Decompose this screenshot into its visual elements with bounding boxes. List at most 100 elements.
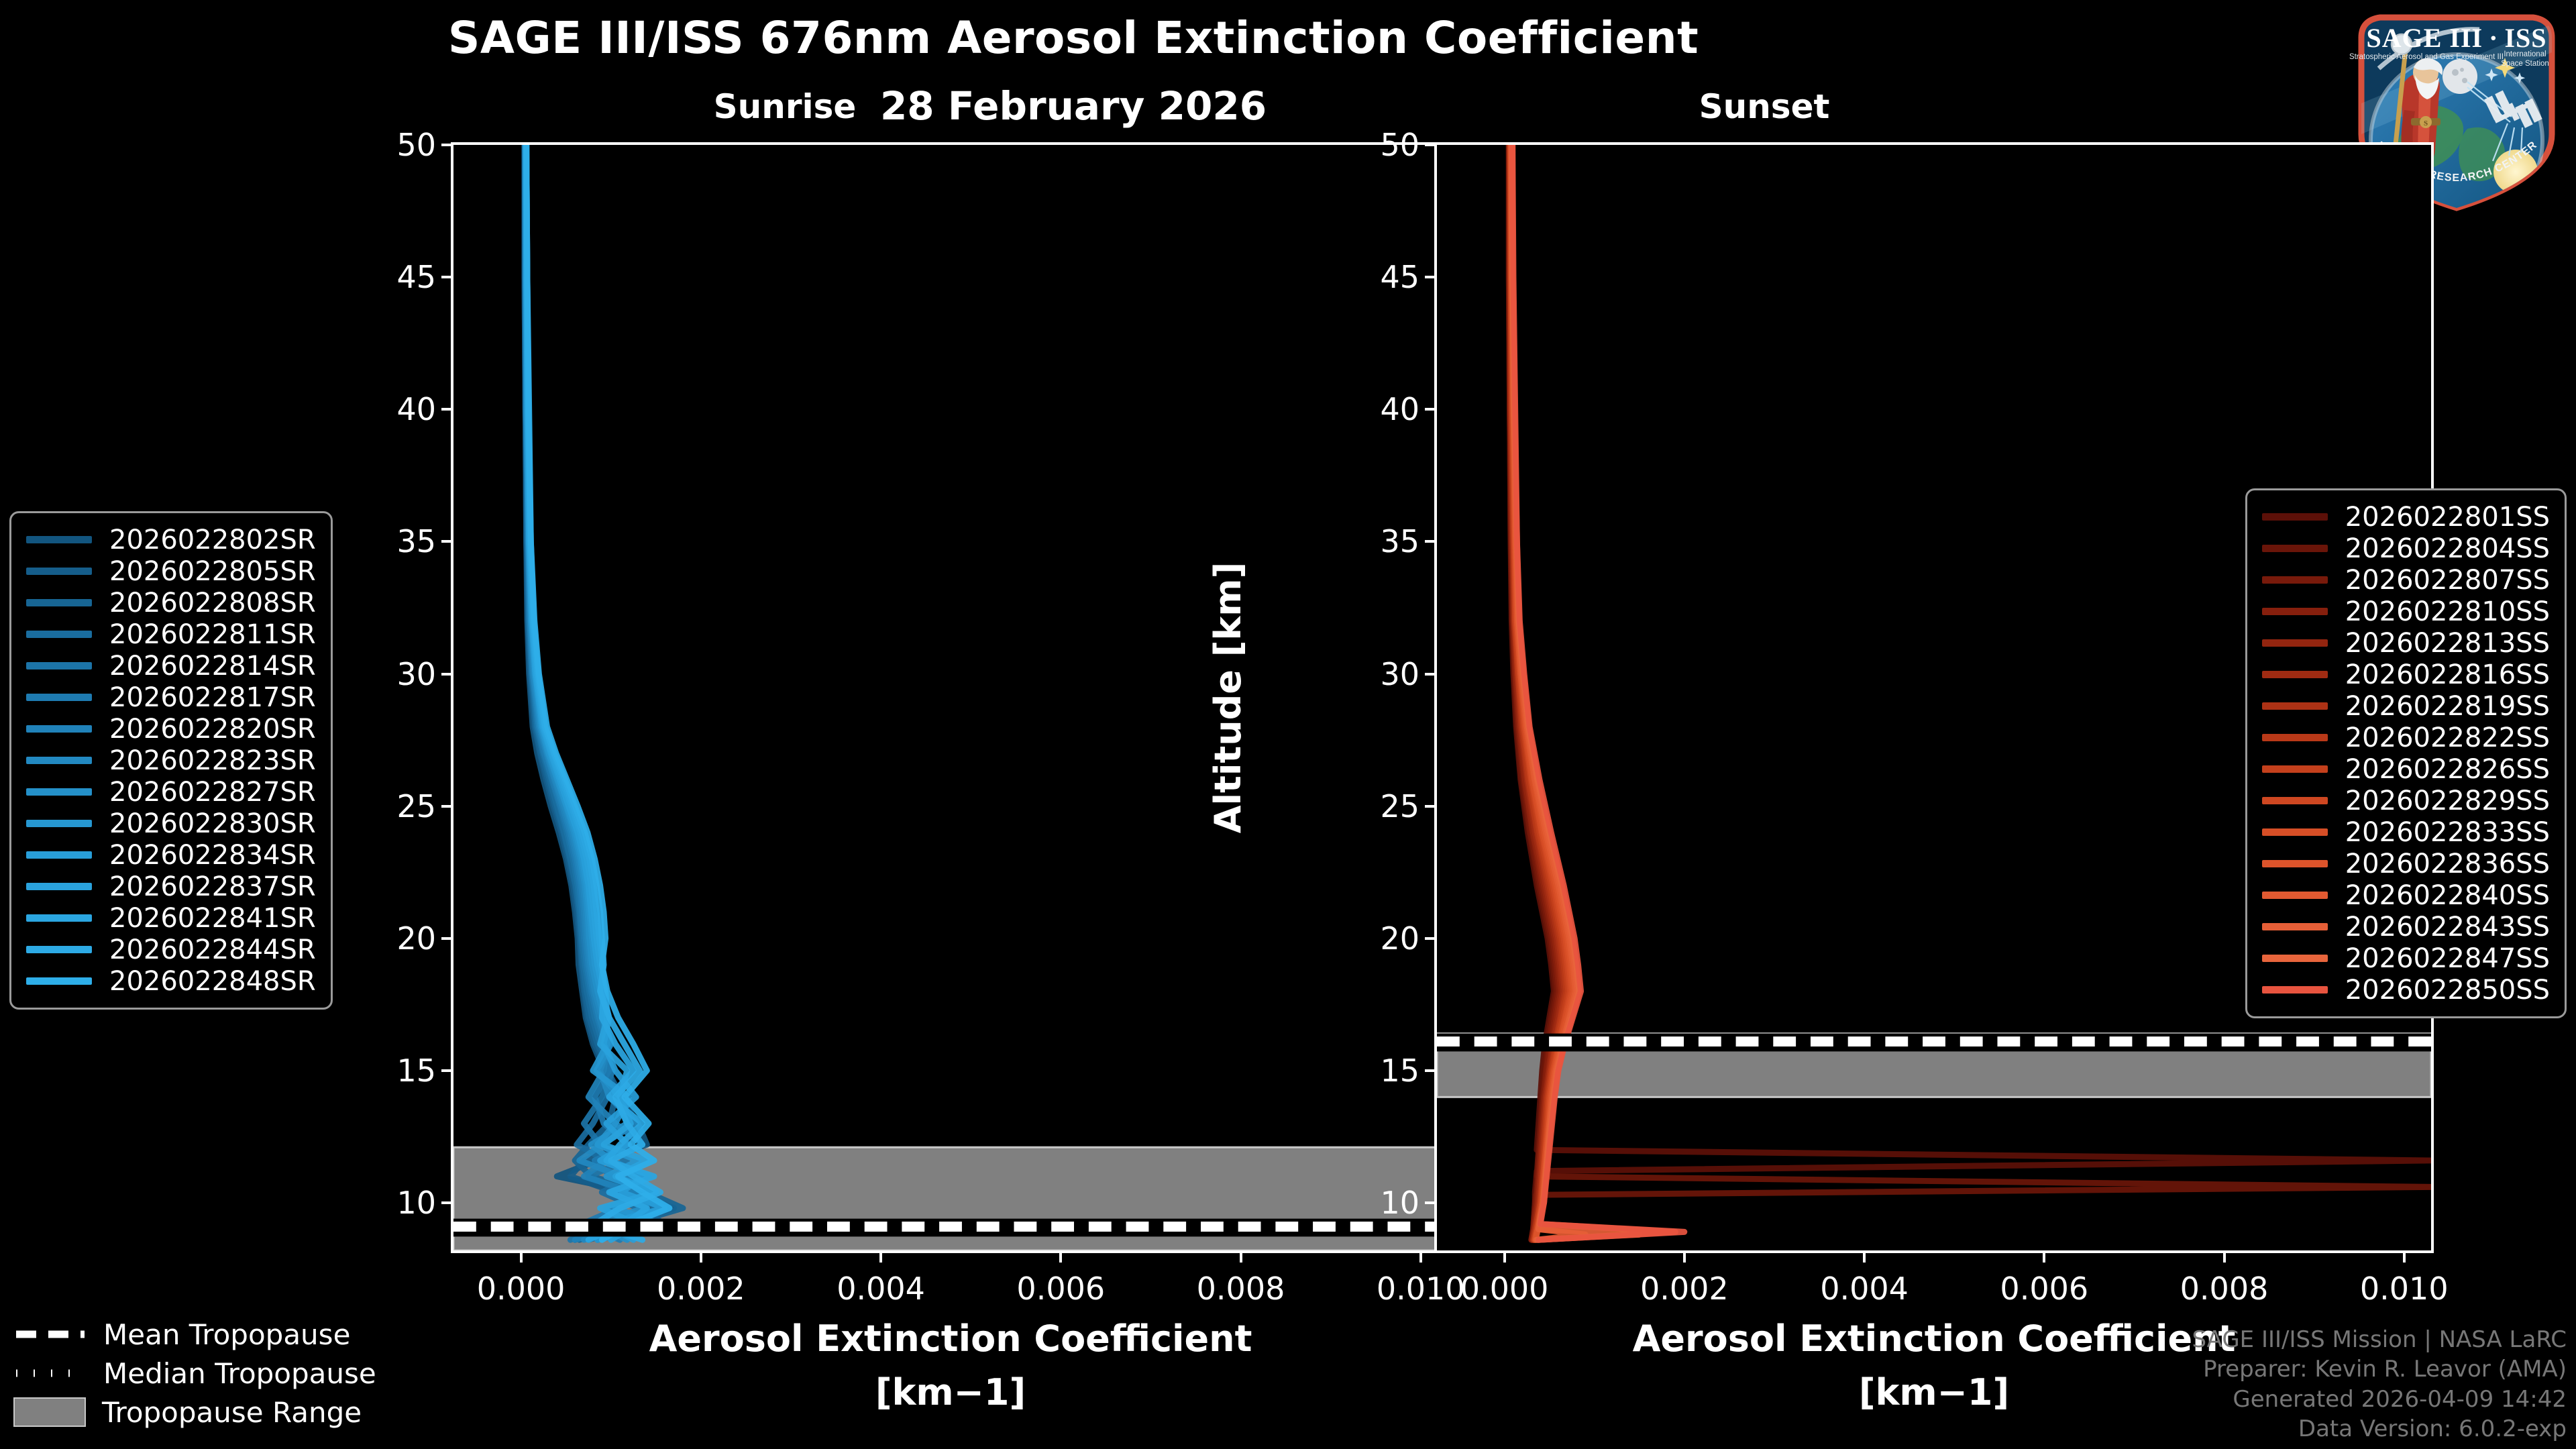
legend-event-label: 2026022814SR	[109, 650, 316, 682]
legend-event-label: 2026022840SS	[2345, 879, 2550, 911]
y-axis-tick-label: 10	[1380, 1185, 1419, 1222]
legend-item[interactable]: 2026022823SR	[26, 745, 316, 776]
y-axis-tick-mark	[1425, 276, 1437, 279]
legend-color-swatch	[26, 788, 92, 796]
legend-color-swatch	[2261, 545, 2328, 552]
legend-event-label: 2026022804SS	[2345, 533, 2550, 564]
x-axis-tick-label: 0.006	[1016, 1271, 1106, 1307]
legend-color-swatch	[26, 820, 92, 827]
y-axis-tick-mark	[441, 540, 453, 543]
legend-item[interactable]: 2026022830SR	[26, 808, 316, 839]
legend-item[interactable]: 2026022836SS	[2261, 848, 2550, 879]
y-axis-tick-mark	[1425, 672, 1437, 676]
legend-color-swatch	[26, 883, 92, 890]
legend-color-swatch	[2261, 765, 2328, 773]
y-axis-tick-label: 40	[1380, 391, 1419, 428]
y-axis-tick-label: 15	[396, 1052, 436, 1089]
x-axis-tick-label: 0.010	[1376, 1271, 1465, 1307]
legend-color-swatch	[26, 694, 92, 701]
y-axis-tick-mark	[1425, 408, 1437, 411]
legend-event-label: 2026022820SR	[109, 713, 316, 745]
sunset-x-axis-label: Aerosol Extinction Coefficient	[1632, 1318, 2236, 1360]
tropopause-legend: Mean Tropopause Median Tropopause Tropop…	[13, 1315, 376, 1432]
legend-item[interactable]: 2026022840SS	[2261, 879, 2550, 911]
legend-event-label: 2026022819SS	[2345, 690, 2550, 722]
y-axis-tick-label: 35	[1380, 523, 1419, 560]
sunset-plot-area	[1437, 145, 2431, 1243]
legend-item[interactable]: 2026022843SS	[2261, 911, 2550, 943]
sunrise-legend[interactable]: 2026022802SR 2026022805SR 2026022808SR 2026…	[9, 511, 333, 1010]
legend-color-swatch	[26, 725, 92, 733]
legend-item[interactable]: 2026022811SR	[26, 619, 316, 650]
x-axis-tick-label: 0.010	[2359, 1271, 2449, 1307]
legend-item[interactable]: 2026022816SS	[2261, 659, 2550, 690]
sunrise-x-axis-units: [km−1]	[875, 1371, 1026, 1413]
x-axis-tick-mark	[879, 1250, 883, 1263]
tropopause-range-label: Tropopause Range	[102, 1395, 362, 1429]
legend-color-swatch	[2261, 671, 2328, 678]
y-axis-tick-label: 35	[396, 523, 436, 560]
x-axis-tick-mark	[519, 1250, 523, 1263]
legend-item[interactable]: 2026022822SS	[2261, 722, 2550, 753]
legend-event-label: 2026022827SR	[109, 776, 316, 808]
legend-color-swatch	[26, 851, 92, 859]
legend-item[interactable]: 2026022804SS	[2261, 533, 2550, 564]
legend-item[interactable]: 2026022813SS	[2261, 627, 2550, 659]
y-axis-tick-label: 45	[396, 259, 436, 296]
svg-text:S: S	[2424, 119, 2428, 127]
legend-item[interactable]: 2026022847SS	[2261, 943, 2550, 974]
legend-event-label: 2026022813SS	[2345, 627, 2550, 659]
legend-color-swatch	[26, 946, 92, 953]
x-axis-tick-mark	[1682, 1250, 1686, 1263]
legend-item[interactable]: 2026022807SS	[2261, 564, 2550, 596]
x-axis-tick-mark	[1863, 1250, 1866, 1263]
legend-event-label: 2026022817SR	[109, 682, 316, 713]
y-axis-tick-mark	[441, 408, 453, 411]
legend-event-label: 2026022826SS	[2345, 753, 2550, 785]
legend-item[interactable]: 2026022844SR	[26, 934, 316, 965]
mean-tropopause-dash-swatch	[13, 1326, 87, 1342]
legend-item[interactable]: 2026022829SS	[2261, 785, 2550, 816]
y-axis-tick-mark	[1425, 1201, 1437, 1205]
patch-subtitle-right-2: Space Station	[2501, 60, 2549, 68]
y-axis-tick-label: 30	[1380, 655, 1419, 692]
sunrise-plot-area	[453, 145, 1448, 1250]
legend-item[interactable]: 2026022819SS	[2261, 690, 2550, 722]
median-tropopause-label: Median Tropopause	[103, 1356, 376, 1390]
legend-item[interactable]: 2026022820SR	[26, 713, 316, 745]
legend-item[interactable]: 2026022810SS	[2261, 596, 2550, 627]
legend-item[interactable]: 2026022801SS	[2261, 501, 2550, 533]
legend-color-swatch	[2261, 576, 2328, 584]
legend-item[interactable]: 2026022848SR	[26, 965, 316, 997]
legend-item[interactable]: 2026022850SS	[2261, 974, 2550, 1006]
page-title: SAGE III/ISS 676nm Aerosol Extinction Co…	[447, 12, 1699, 64]
legend-item[interactable]: 2026022827SR	[26, 776, 316, 808]
legend-item[interactable]: 2026022834SR	[26, 839, 316, 871]
y-axis-tick-label: 40	[396, 391, 436, 428]
legend-color-swatch	[2261, 860, 2328, 867]
legend-item[interactable]: 2026022805SR	[26, 555, 316, 587]
legend-item[interactable]: 2026022841SR	[26, 902, 316, 934]
legend-item[interactable]: 2026022837SR	[26, 871, 316, 902]
legend-event-label: 2026022823SR	[109, 745, 316, 776]
legend-item[interactable]: 2026022817SR	[26, 682, 316, 713]
legend-color-swatch	[2261, 702, 2328, 710]
y-axis-tick-mark	[441, 1069, 453, 1072]
x-axis-tick-label: 0.002	[1640, 1271, 1729, 1307]
y-axis-tick-mark	[441, 144, 453, 146]
x-axis-tick-label: 0.004	[837, 1271, 925, 1307]
y-axis-tick-label: 20	[396, 920, 436, 957]
credits-data-version: Data Version: 6.0.2-exp	[2298, 1415, 2567, 1442]
y-axis-tick-mark	[1425, 936, 1437, 940]
legend-item[interactable]: 2026022808SR	[26, 587, 316, 619]
legend-item[interactable]: 2026022833SS	[2261, 816, 2550, 848]
legend-item[interactable]: 2026022826SS	[2261, 753, 2550, 785]
y-axis-tick-mark	[441, 672, 453, 676]
legend-item[interactable]: 2026022802SR	[26, 524, 316, 555]
legend-color-swatch	[2261, 892, 2328, 899]
legend-item[interactable]: 2026022814SR	[26, 650, 316, 682]
y-axis-tick-mark	[1425, 144, 1437, 146]
legend-color-swatch	[2261, 513, 2328, 521]
sunset-legend[interactable]: 2026022801SS 2026022804SS 2026022807SS 2026…	[2245, 488, 2567, 1018]
profile-line	[523, 145, 673, 1243]
